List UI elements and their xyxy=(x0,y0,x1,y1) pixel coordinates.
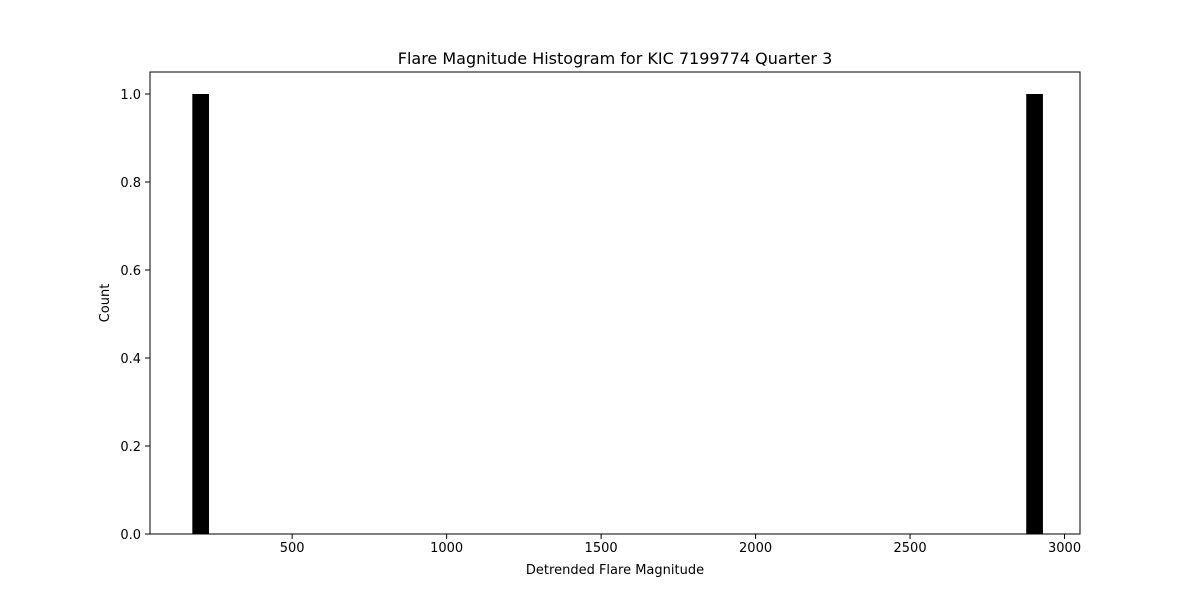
x-axis-ticks: 500 1000 1500 2000 2500 3000 xyxy=(280,534,1081,556)
x-tick-label: 3000 xyxy=(1048,541,1081,556)
y-tick-label: 0.8 xyxy=(120,176,141,191)
chart-title: Flare Magnitude Histogram for KIC 719977… xyxy=(398,49,833,68)
x-tick-label: 2500 xyxy=(894,541,927,556)
histogram-bar-2 xyxy=(1026,94,1043,534)
x-tick-label: 1500 xyxy=(585,541,618,556)
x-tick-label: 1000 xyxy=(430,541,463,556)
y-axis-title: Count xyxy=(98,284,113,323)
y-tick-label: 0.6 xyxy=(120,264,141,279)
y-tick-label: 0.0 xyxy=(120,528,141,543)
y-tick-label: 1.0 xyxy=(120,88,141,103)
y-tick-label: 0.4 xyxy=(120,352,141,367)
y-axis-ticks: 0.0 0.2 0.4 0.6 0.8 1.0 xyxy=(120,88,150,543)
x-axis-title: Detrended Flare Magnitude xyxy=(526,563,704,578)
bars-layer xyxy=(192,94,1043,534)
y-tick-label: 0.2 xyxy=(120,440,141,455)
histogram-bar-1 xyxy=(192,94,210,534)
x-tick-label: 500 xyxy=(280,541,305,556)
x-tick-label: 2000 xyxy=(739,541,772,556)
plot-frame xyxy=(149,71,1081,535)
